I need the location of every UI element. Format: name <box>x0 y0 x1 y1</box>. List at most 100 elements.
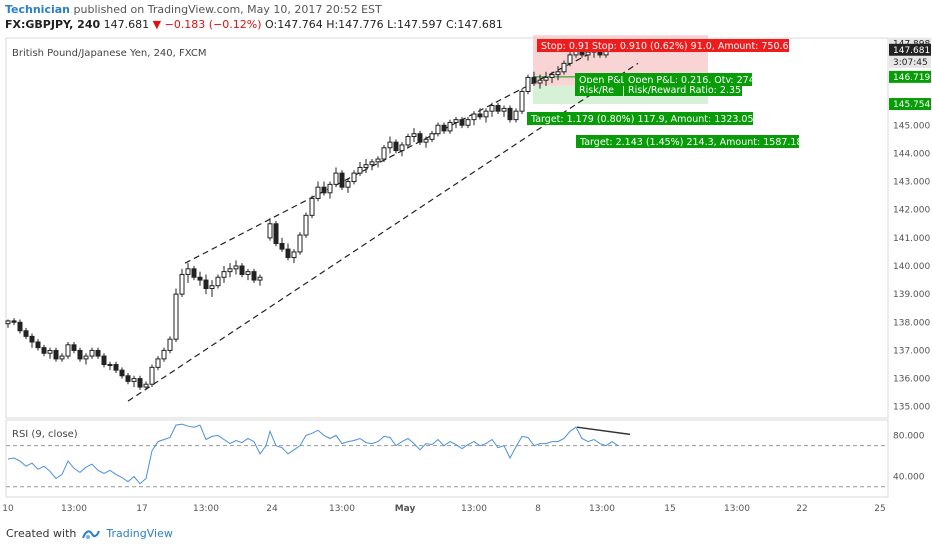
publish-info: Technician published on TradingView.com,… <box>5 3 382 16</box>
candle-body <box>441 124 447 132</box>
price-label-bg <box>889 55 931 68</box>
time-axis-tick: 13:00 <box>61 504 87 514</box>
candle-body <box>303 214 309 236</box>
candle-body <box>381 147 387 160</box>
target1-label: Target: 1.179 (0.80%) 117.9, Amount: 132… <box>530 114 754 125</box>
open-pnl-short-bg <box>575 73 627 86</box>
candle-body <box>149 366 155 385</box>
symbol-info: FX:GBPJPY, 240 147.681 ▼ −0.183 (−0.12%)… <box>5 18 503 31</box>
published-text: published on TradingView.com, May 10, 20… <box>73 3 382 16</box>
candle-body <box>215 276 221 287</box>
candle-body <box>35 341 41 349</box>
chart-title: British Pound/Japanese Yen, 240, FXCM <box>12 48 207 59</box>
stop-label-short-bg <box>537 39 595 52</box>
rsi-axis-tick: 80.000 <box>893 431 925 441</box>
candle-body <box>267 223 273 239</box>
target2-label-bg <box>576 135 799 148</box>
candle-body <box>423 138 429 143</box>
time-axis-tick: 24 <box>266 504 278 514</box>
candle-body <box>489 105 495 112</box>
candle-body <box>197 276 203 281</box>
candle-body <box>351 172 357 183</box>
author-name[interactable]: Technician <box>5 3 71 16</box>
price-axis-tick: 144.000 <box>893 149 930 159</box>
candle-body <box>233 265 239 270</box>
candle-body <box>585 51 591 56</box>
stop-label-short: Stop: 0.91 <box>541 41 590 52</box>
candle-body <box>191 268 197 278</box>
price-axis-tick: 138.000 <box>893 318 930 328</box>
candle-body <box>495 105 501 112</box>
price-pane-frame <box>5 37 889 419</box>
candle-body <box>525 76 531 92</box>
candle-body <box>483 110 489 118</box>
price-label: 147.681 <box>893 46 930 56</box>
candle-body <box>53 349 59 360</box>
candle-body <box>477 113 483 118</box>
candle-body <box>203 279 209 290</box>
candle-body <box>411 133 417 138</box>
candle-body <box>239 265 245 275</box>
candle-body <box>531 76 537 84</box>
rsi-axis-tick: 40.000 <box>893 472 925 482</box>
candle-body <box>513 110 519 121</box>
candle-body <box>333 172 339 185</box>
price-axis-tick: 142.000 <box>893 206 930 216</box>
candle-body <box>519 90 525 112</box>
price-label: 146.719 <box>893 73 930 83</box>
candle-body <box>17 321 23 332</box>
candle-body <box>405 136 411 146</box>
candle-body <box>393 141 399 152</box>
candle-body <box>447 121 453 132</box>
price-change: ▼ −0.183 (−0.12%) <box>152 18 262 31</box>
tradingview-brand[interactable]: TradingView <box>106 527 173 540</box>
candle-body <box>185 268 191 275</box>
candle-body <box>41 347 47 354</box>
candle-body <box>549 74 555 78</box>
channel-lower-line <box>127 62 639 402</box>
open-pnl-label: Open P&L: 0.216, Qty: 274 <box>628 75 755 86</box>
candle-body <box>435 124 441 135</box>
candle-body <box>273 223 279 244</box>
candle-body <box>227 268 233 273</box>
candle-body <box>83 355 89 360</box>
candle-body <box>465 119 471 126</box>
candle-body <box>315 186 321 199</box>
candle-body <box>5 320 11 325</box>
candle-body <box>71 344 77 351</box>
candle-body <box>167 338 173 351</box>
candle-body <box>387 141 393 149</box>
candle-body <box>65 344 71 357</box>
candle-body <box>59 355 65 360</box>
candle-body <box>23 330 29 337</box>
candle-body <box>257 276 263 281</box>
candle-body <box>161 349 167 360</box>
target1-label-bg <box>527 112 753 125</box>
rsi-title: RSI (9, close) <box>12 429 78 440</box>
candle-body <box>321 186 327 194</box>
candle-body <box>345 181 351 188</box>
candle-body <box>561 62 567 73</box>
time-axis-tick: 13:00 <box>193 504 219 514</box>
risk-reward-label-bg <box>624 83 742 96</box>
time-axis-tick: 8 <box>535 504 541 514</box>
price-axis-tick: 143.000 <box>893 178 930 188</box>
candle-body <box>155 358 161 368</box>
candle-body <box>179 273 185 295</box>
candle-body <box>375 158 381 163</box>
candle-body <box>543 76 549 81</box>
symbol-name: FX:GBPJPY, 240 <box>5 18 101 31</box>
candle-body <box>77 349 83 360</box>
price-label: 145.754 <box>893 100 930 110</box>
candle-body <box>95 349 101 357</box>
last-price: 147.681 <box>103 18 150 31</box>
candle-body <box>209 285 215 290</box>
candle-body <box>567 54 573 64</box>
price-label-bg <box>889 70 931 83</box>
time-axis-tick: 15 <box>664 504 675 514</box>
candle-body <box>459 119 465 126</box>
price-axis-tick: 145.000 <box>893 121 930 131</box>
candle-body <box>47 349 53 354</box>
price-axis-tick: 135.000 <box>893 403 930 413</box>
